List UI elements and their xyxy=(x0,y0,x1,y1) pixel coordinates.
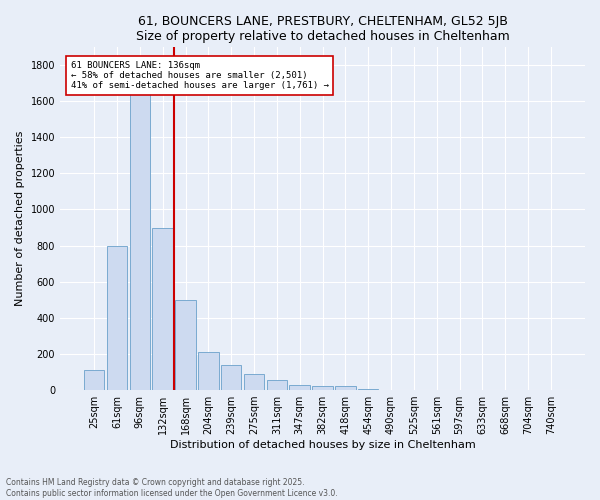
X-axis label: Distribution of detached houses by size in Cheltenham: Distribution of detached houses by size … xyxy=(170,440,475,450)
Y-axis label: Number of detached properties: Number of detached properties xyxy=(15,131,25,306)
Bar xyxy=(198,352,218,390)
Bar xyxy=(130,92,150,390)
Text: Contains HM Land Registry data © Crown copyright and database right 2025.
Contai: Contains HM Land Registry data © Crown c… xyxy=(6,478,338,498)
Bar xyxy=(289,384,310,390)
Title: 61, BOUNCERS LANE, PRESTBURY, CHELTENHAM, GL52 5JB
Size of property relative to : 61, BOUNCERS LANE, PRESTBURY, CHELTENHAM… xyxy=(136,15,509,43)
Text: 61 BOUNCERS LANE: 136sqm
← 58% of detached houses are smaller (2,501)
41% of sem: 61 BOUNCERS LANE: 136sqm ← 58% of detach… xyxy=(71,60,329,90)
Bar xyxy=(175,300,196,390)
Bar xyxy=(358,389,379,390)
Bar xyxy=(244,374,264,390)
Bar xyxy=(266,380,287,390)
Bar xyxy=(107,246,127,390)
Bar xyxy=(152,228,173,390)
Bar xyxy=(221,365,241,390)
Bar xyxy=(312,386,333,390)
Bar xyxy=(335,386,356,390)
Bar xyxy=(84,370,104,390)
